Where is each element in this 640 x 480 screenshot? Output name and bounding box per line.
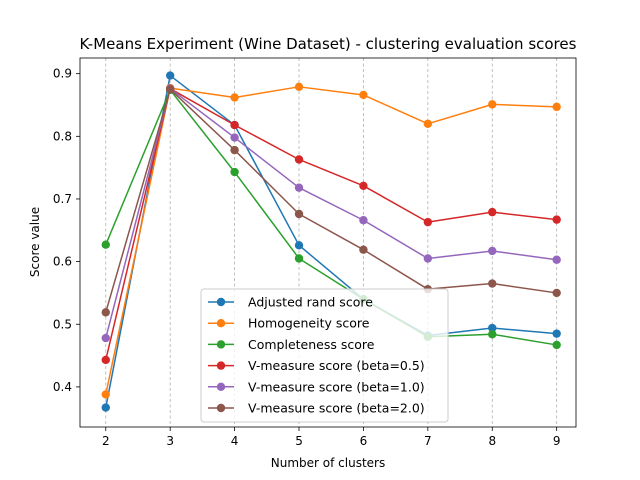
data-point [230, 133, 239, 142]
series-line [105, 87, 557, 361]
x-tick-label: 2 [102, 434, 110, 448]
data-point [230, 145, 239, 155]
chart-title: K-Means Experiment (Wine Dataset) - clus… [80, 35, 577, 53]
legend-label: V-measure score (beta=1.0) [248, 379, 425, 394]
data-point [359, 90, 368, 100]
data-point [552, 329, 561, 338]
legend-label: V-measure score (beta=0.5) [248, 358, 425, 373]
x-tick-label: 3 [166, 434, 174, 448]
data-point [552, 255, 561, 264]
legend-label: Adjusted rand score [248, 295, 373, 310]
legend-marker [216, 361, 226, 370]
data-point [552, 288, 561, 298]
x-tick-label: 7 [424, 434, 432, 448]
x-tick-label: 5 [295, 434, 303, 448]
data-point [101, 390, 110, 399]
y-tick-label: 0.7 [53, 192, 72, 206]
y-tick-label: 0.8 [53, 129, 72, 143]
data-point [101, 308, 110, 317]
data-point [423, 217, 433, 227]
series-line [105, 86, 557, 395]
data-point [488, 246, 497, 256]
data-point [165, 85, 175, 94]
legend-marker [216, 319, 226, 328]
data-point [294, 254, 304, 263]
data-point [101, 333, 110, 343]
legend-box [200, 288, 449, 423]
data-point [552, 215, 561, 224]
data-point [230, 167, 239, 177]
data-point [423, 254, 433, 263]
data-point [488, 100, 497, 109]
plot-area: 2 3 4 5 6 7 8 9 0.4 0.5 0.6 0.7 0.8 0.9 [53, 57, 577, 448]
series-line [105, 74, 557, 408]
x-tick-label: 6 [360, 434, 368, 448]
x-axis-label: Number of clusters [271, 456, 385, 470]
data-point [294, 183, 304, 192]
data-point [488, 279, 497, 288]
y-tick-label: 0.4 [53, 380, 72, 394]
data-point [101, 355, 110, 365]
y-tick-label: 0.9 [53, 67, 72, 81]
data-point [294, 155, 304, 164]
legend-marker [216, 297, 226, 307]
legend-label: V-measure score (beta=2.0) [248, 401, 425, 416]
legend-label: Completeness score [248, 337, 375, 352]
data-point [230, 93, 239, 102]
data-point [101, 240, 110, 249]
data-point [294, 209, 304, 219]
y-tick-label: 0.6 [53, 255, 72, 269]
legend-label: Homogeneity score [248, 316, 370, 331]
y-tick-label: 0.5 [53, 317, 72, 331]
data-point [359, 245, 368, 254]
legend-marker [216, 340, 226, 349]
data-point [488, 330, 497, 339]
data-point [101, 403, 110, 412]
axes-frame [79, 57, 577, 428]
series-line [105, 88, 557, 313]
data-point [165, 71, 175, 80]
series-line [105, 89, 557, 346]
data-point [230, 120, 239, 130]
x-tick-label: 8 [488, 434, 496, 448]
legend: Adjusted rand score Homogeneity score Comp… [200, 288, 449, 423]
data-point [294, 82, 304, 92]
y-axis-label: Score value [28, 207, 42, 277]
x-tick-label: 4 [231, 434, 239, 448]
data-point [488, 207, 497, 217]
data-point [359, 181, 368, 191]
data-point [423, 119, 433, 128]
data-point [359, 216, 368, 225]
legend-marker [216, 382, 226, 391]
data-point [294, 241, 304, 250]
series-line [105, 87, 557, 339]
data-point [552, 102, 561, 112]
data-point [488, 323, 497, 333]
x-tick-label: 9 [553, 434, 561, 448]
data-point [552, 340, 561, 350]
legend-marker [216, 403, 226, 413]
